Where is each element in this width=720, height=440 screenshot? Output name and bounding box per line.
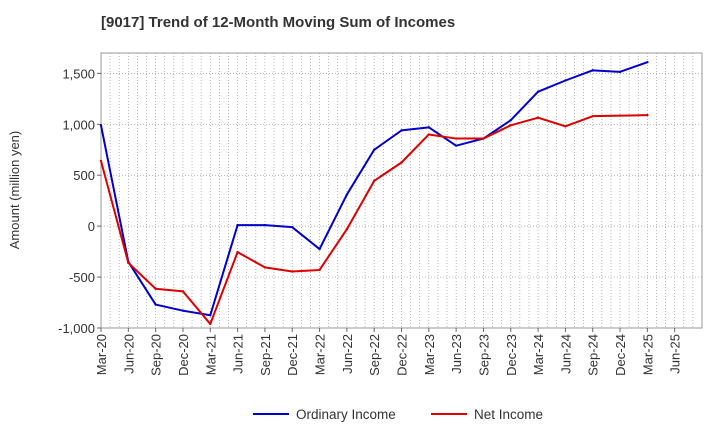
y-tick-label: -1,000 (58, 321, 95, 336)
data-point (263, 266, 267, 269)
series-layer (99, 60, 649, 326)
x-tick-label: Jun-21 (231, 334, 246, 374)
data-point (400, 161, 403, 164)
data-point (181, 290, 185, 293)
data-point (564, 125, 567, 128)
y-axis-label: Amount (million yen) (7, 131, 22, 250)
data-point (263, 223, 267, 227)
data-point (427, 133, 431, 136)
data-point (591, 69, 594, 72)
x-tick-label: Dec-22 (395, 334, 410, 376)
data-point (454, 137, 458, 140)
data-point (509, 124, 512, 127)
legend: Ordinary Income Net Income (253, 407, 543, 422)
data-point (400, 129, 403, 132)
y-tick-label: 1,000 (62, 117, 95, 132)
x-tick-label: Sep-23 (476, 334, 491, 376)
x-tick-label: Sep-21 (258, 334, 273, 376)
plot-area-border (100, 52, 703, 329)
x-tick-label: Jun-22 (340, 334, 355, 374)
data-point (236, 223, 239, 227)
data-point (646, 113, 649, 117)
y-tick-label: -500 (69, 270, 95, 285)
data-point (536, 116, 540, 119)
y-tick-label: 500 (73, 168, 95, 183)
data-point (209, 322, 212, 326)
x-tick-label: Mar-25 (640, 334, 655, 375)
x-tick-label: Mar-24 (531, 334, 546, 375)
data-point (291, 270, 294, 273)
x-tick-label: Mar-21 (203, 334, 218, 375)
data-point (99, 124, 103, 127)
legend-label-net-income: Net Income (474, 407, 543, 422)
x-tick-label: Dec-20 (176, 334, 191, 376)
data-point (236, 250, 239, 254)
x-tick-label: Jun-20 (121, 334, 136, 374)
data-point (482, 137, 485, 140)
data-point (154, 287, 157, 290)
y-tick-label: 0 (88, 219, 95, 234)
x-tick-label: Jun-23 (449, 334, 464, 374)
data-point (291, 225, 294, 229)
data-point (181, 309, 185, 312)
data-point (372, 179, 376, 183)
data-point (99, 159, 103, 163)
data-point (618, 114, 622, 117)
x-tick-label: Sep-20 (149, 334, 164, 376)
x-tick-label: Mar-20 (94, 334, 109, 375)
data-point (427, 126, 431, 129)
data-point (564, 79, 567, 82)
x-tick-label: Dec-21 (285, 334, 300, 376)
y-tick-layer: -1,000 -500 0 500 1,000 1,500 (58, 66, 101, 336)
x-tick-label: Jun-25 (668, 334, 683, 374)
grid-layer (101, 53, 702, 329)
x-tick-label: Dec-24 (613, 334, 628, 376)
data-point (318, 268, 321, 272)
data-point (536, 90, 540, 93)
data-point (154, 303, 157, 306)
legend-label-ordinary-income: Ordinary Income (296, 407, 396, 422)
x-tick-layer: Mar-20 Jun-20 Sep-20 Dec-20 Mar-21 Jun-21 Sep-… (94, 328, 683, 376)
data-point (345, 228, 349, 231)
x-tick-label: Mar-23 (422, 334, 437, 375)
data-point (618, 70, 622, 74)
data-point (591, 114, 594, 118)
x-tick-label: Mar-22 (313, 334, 328, 375)
x-tick-label: Dec-23 (504, 334, 519, 376)
data-point (127, 261, 130, 265)
data-point (454, 144, 458, 147)
data-point (345, 193, 349, 196)
x-tick-label: Sep-24 (586, 334, 601, 376)
data-point (646, 60, 649, 64)
data-point (372, 148, 376, 151)
data-point (209, 314, 212, 317)
x-tick-label: Sep-22 (367, 334, 382, 376)
chart-title: [9017] Trend of 12-Month Moving Sum of I… (101, 14, 456, 31)
data-point (509, 119, 512, 122)
y-tick-label: 1,500 (62, 66, 95, 81)
x-tick-label: Jun-24 (558, 334, 573, 374)
data-point (318, 247, 321, 251)
